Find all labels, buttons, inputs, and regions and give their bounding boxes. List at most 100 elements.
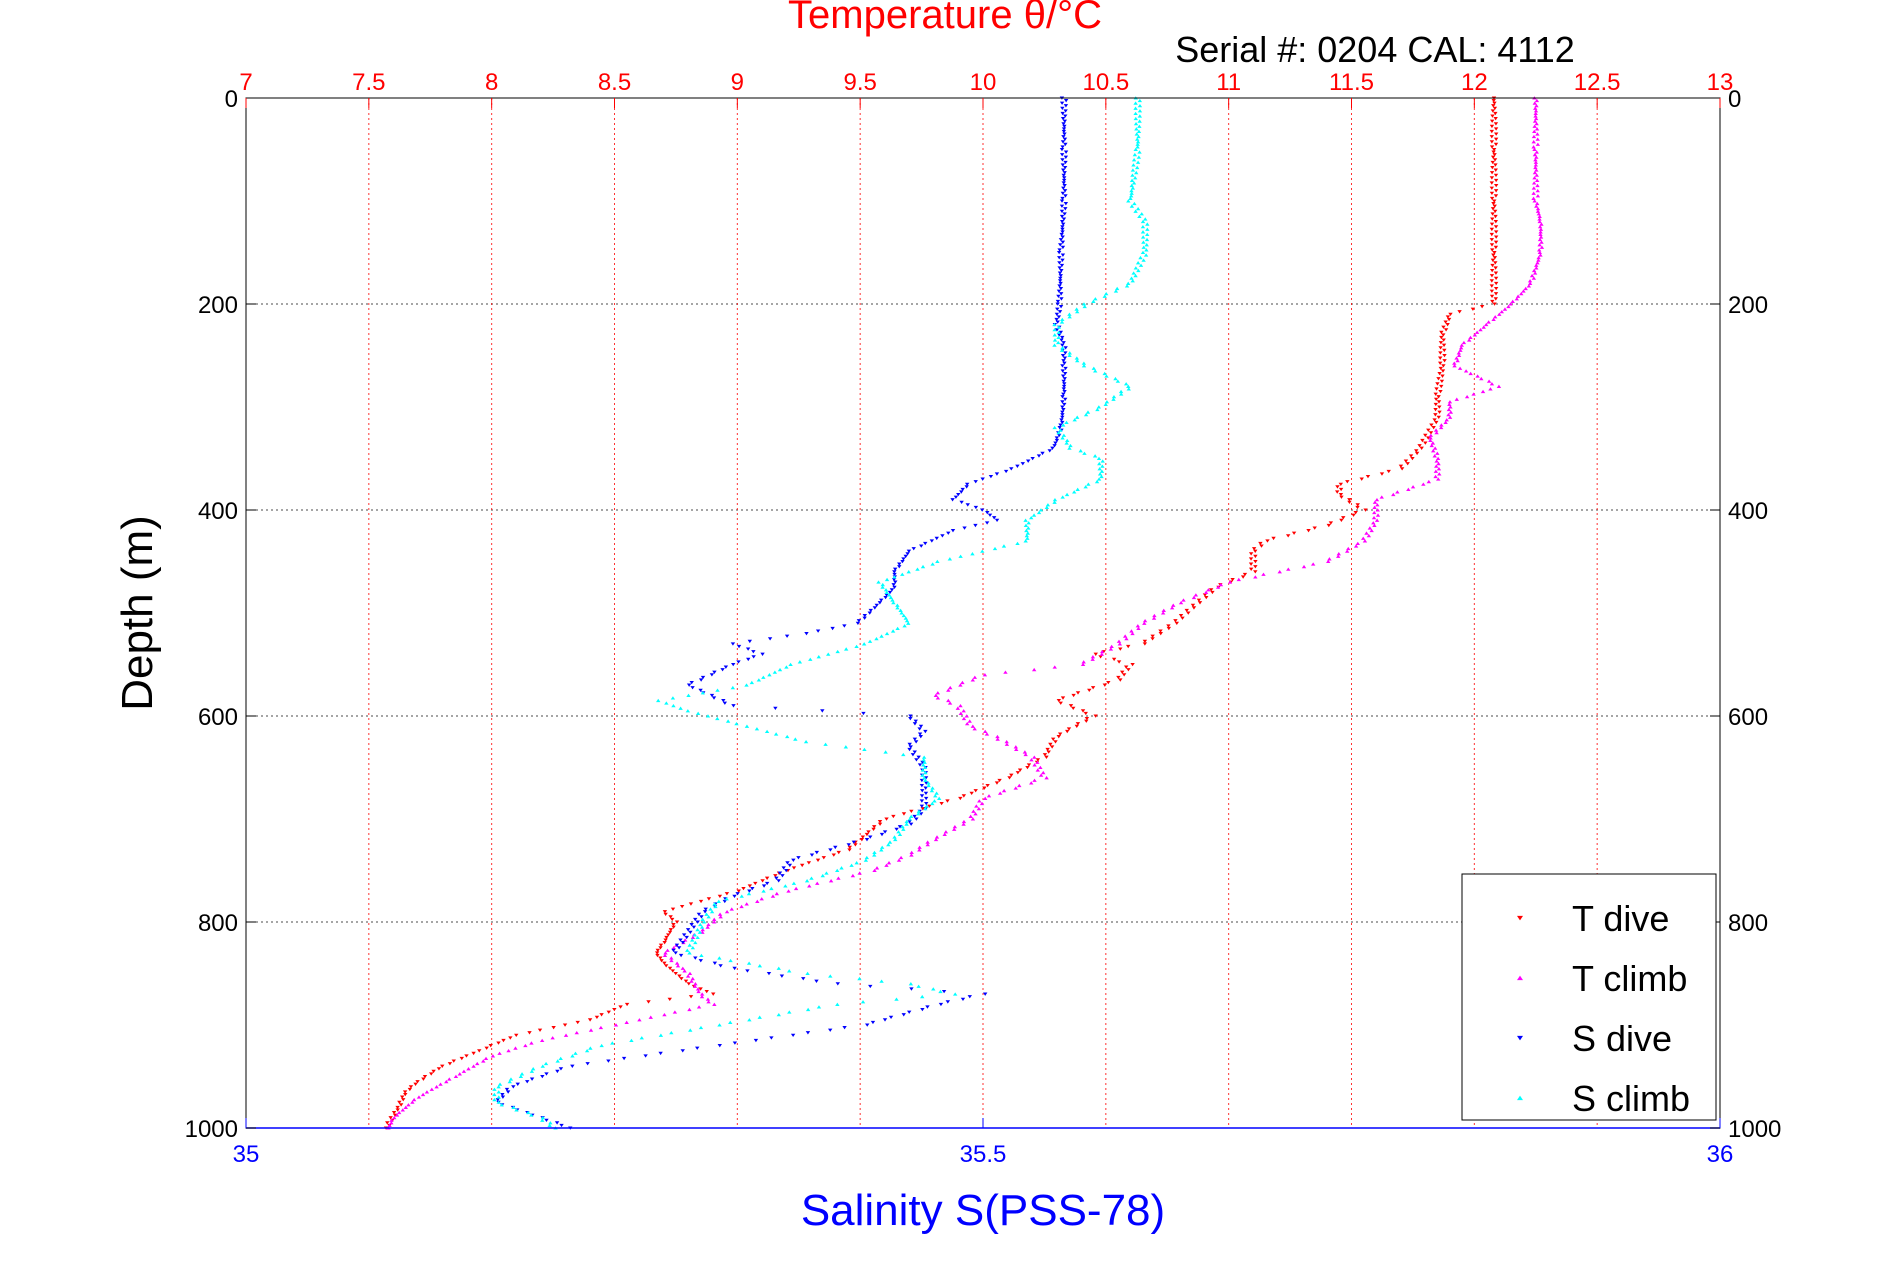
data-point [674,943,680,947]
data-point [883,588,889,592]
data-point [396,1110,402,1115]
data-point [923,806,928,811]
data-point [1438,366,1443,371]
data-point [1258,541,1263,546]
data-point [511,1105,516,1109]
data-point [901,613,907,618]
data-point [1057,271,1063,275]
data-point [864,832,870,837]
data-point [764,876,770,880]
data-point [1493,245,1499,250]
data-point [1363,508,1368,512]
data-point [696,912,702,917]
data-point [431,1069,436,1074]
data-point [690,686,695,690]
data-point [1061,178,1067,183]
data-point [648,1015,653,1019]
data-point [466,1067,471,1071]
data-point [1486,379,1492,383]
data-point [1191,595,1197,600]
data-point [909,987,914,991]
data-point [1464,394,1470,399]
data-point [747,884,753,888]
data-point [961,822,966,826]
data-point [922,765,928,770]
data-point [570,1054,575,1058]
data-point [1099,652,1105,656]
data-point [1145,227,1150,231]
data-point [686,982,692,986]
data-point [1120,670,1125,674]
data-point [805,1031,811,1035]
data-point [1130,631,1135,636]
data-point [1062,377,1067,381]
data-point [920,768,926,772]
data-point [925,842,930,847]
data-point [1490,258,1496,262]
data-point [814,979,819,983]
data-point [1493,315,1498,319]
data-point [1489,196,1495,201]
data-point [1493,163,1498,167]
data-point [755,899,760,903]
chart-title: Temperature θ/°C [788,0,1102,37]
data-point [893,580,898,584]
data-point [702,910,708,914]
data-point [961,819,967,824]
data-point [1204,596,1209,600]
data-point [1061,135,1066,139]
data-point [997,778,1002,783]
data-point [1489,124,1495,129]
data-point [1097,461,1102,466]
data-point [1372,523,1377,527]
data-point [1061,384,1067,389]
data-point [1531,276,1537,280]
data-point [1443,328,1449,332]
data-point [459,1056,464,1061]
data-point [1442,348,1447,353]
data-point [1090,655,1096,659]
data-point [1064,420,1069,424]
data-point [1135,624,1141,628]
data-point [761,889,766,893]
data-point [1493,184,1499,188]
data-point [889,588,895,592]
data-point [919,794,925,798]
data-point [977,799,982,803]
data-point [1347,498,1352,502]
data-point [968,814,973,818]
data-point [1038,773,1044,777]
data-point [1521,289,1526,293]
data-point [696,1005,702,1009]
data-point [1003,469,1009,474]
data-point [799,863,805,868]
data-point [1335,490,1340,494]
data-point [680,1049,685,1053]
data-point [497,1082,503,1086]
data-point [924,781,929,785]
data-point [751,655,756,659]
data-point [1098,655,1103,659]
data-point [646,1000,651,1004]
data-point [1448,312,1453,317]
data-point [1060,258,1065,262]
data-point [1158,629,1163,633]
data-point [747,639,753,644]
data-point [1336,552,1341,556]
data-point [1133,116,1138,121]
data-point [724,897,729,901]
data-point [770,894,776,898]
data-point [1430,441,1436,445]
data-point [1537,219,1542,224]
data-point [1436,395,1441,399]
data-point [1060,117,1066,121]
data-point [1196,598,1202,602]
data-point [1087,688,1092,693]
data-point [1372,510,1377,515]
data-point [897,825,903,829]
data-point [1191,606,1197,610]
data-point [728,958,733,963]
data-point [1102,683,1108,687]
data-point [994,781,1000,785]
data-point [389,1121,394,1125]
